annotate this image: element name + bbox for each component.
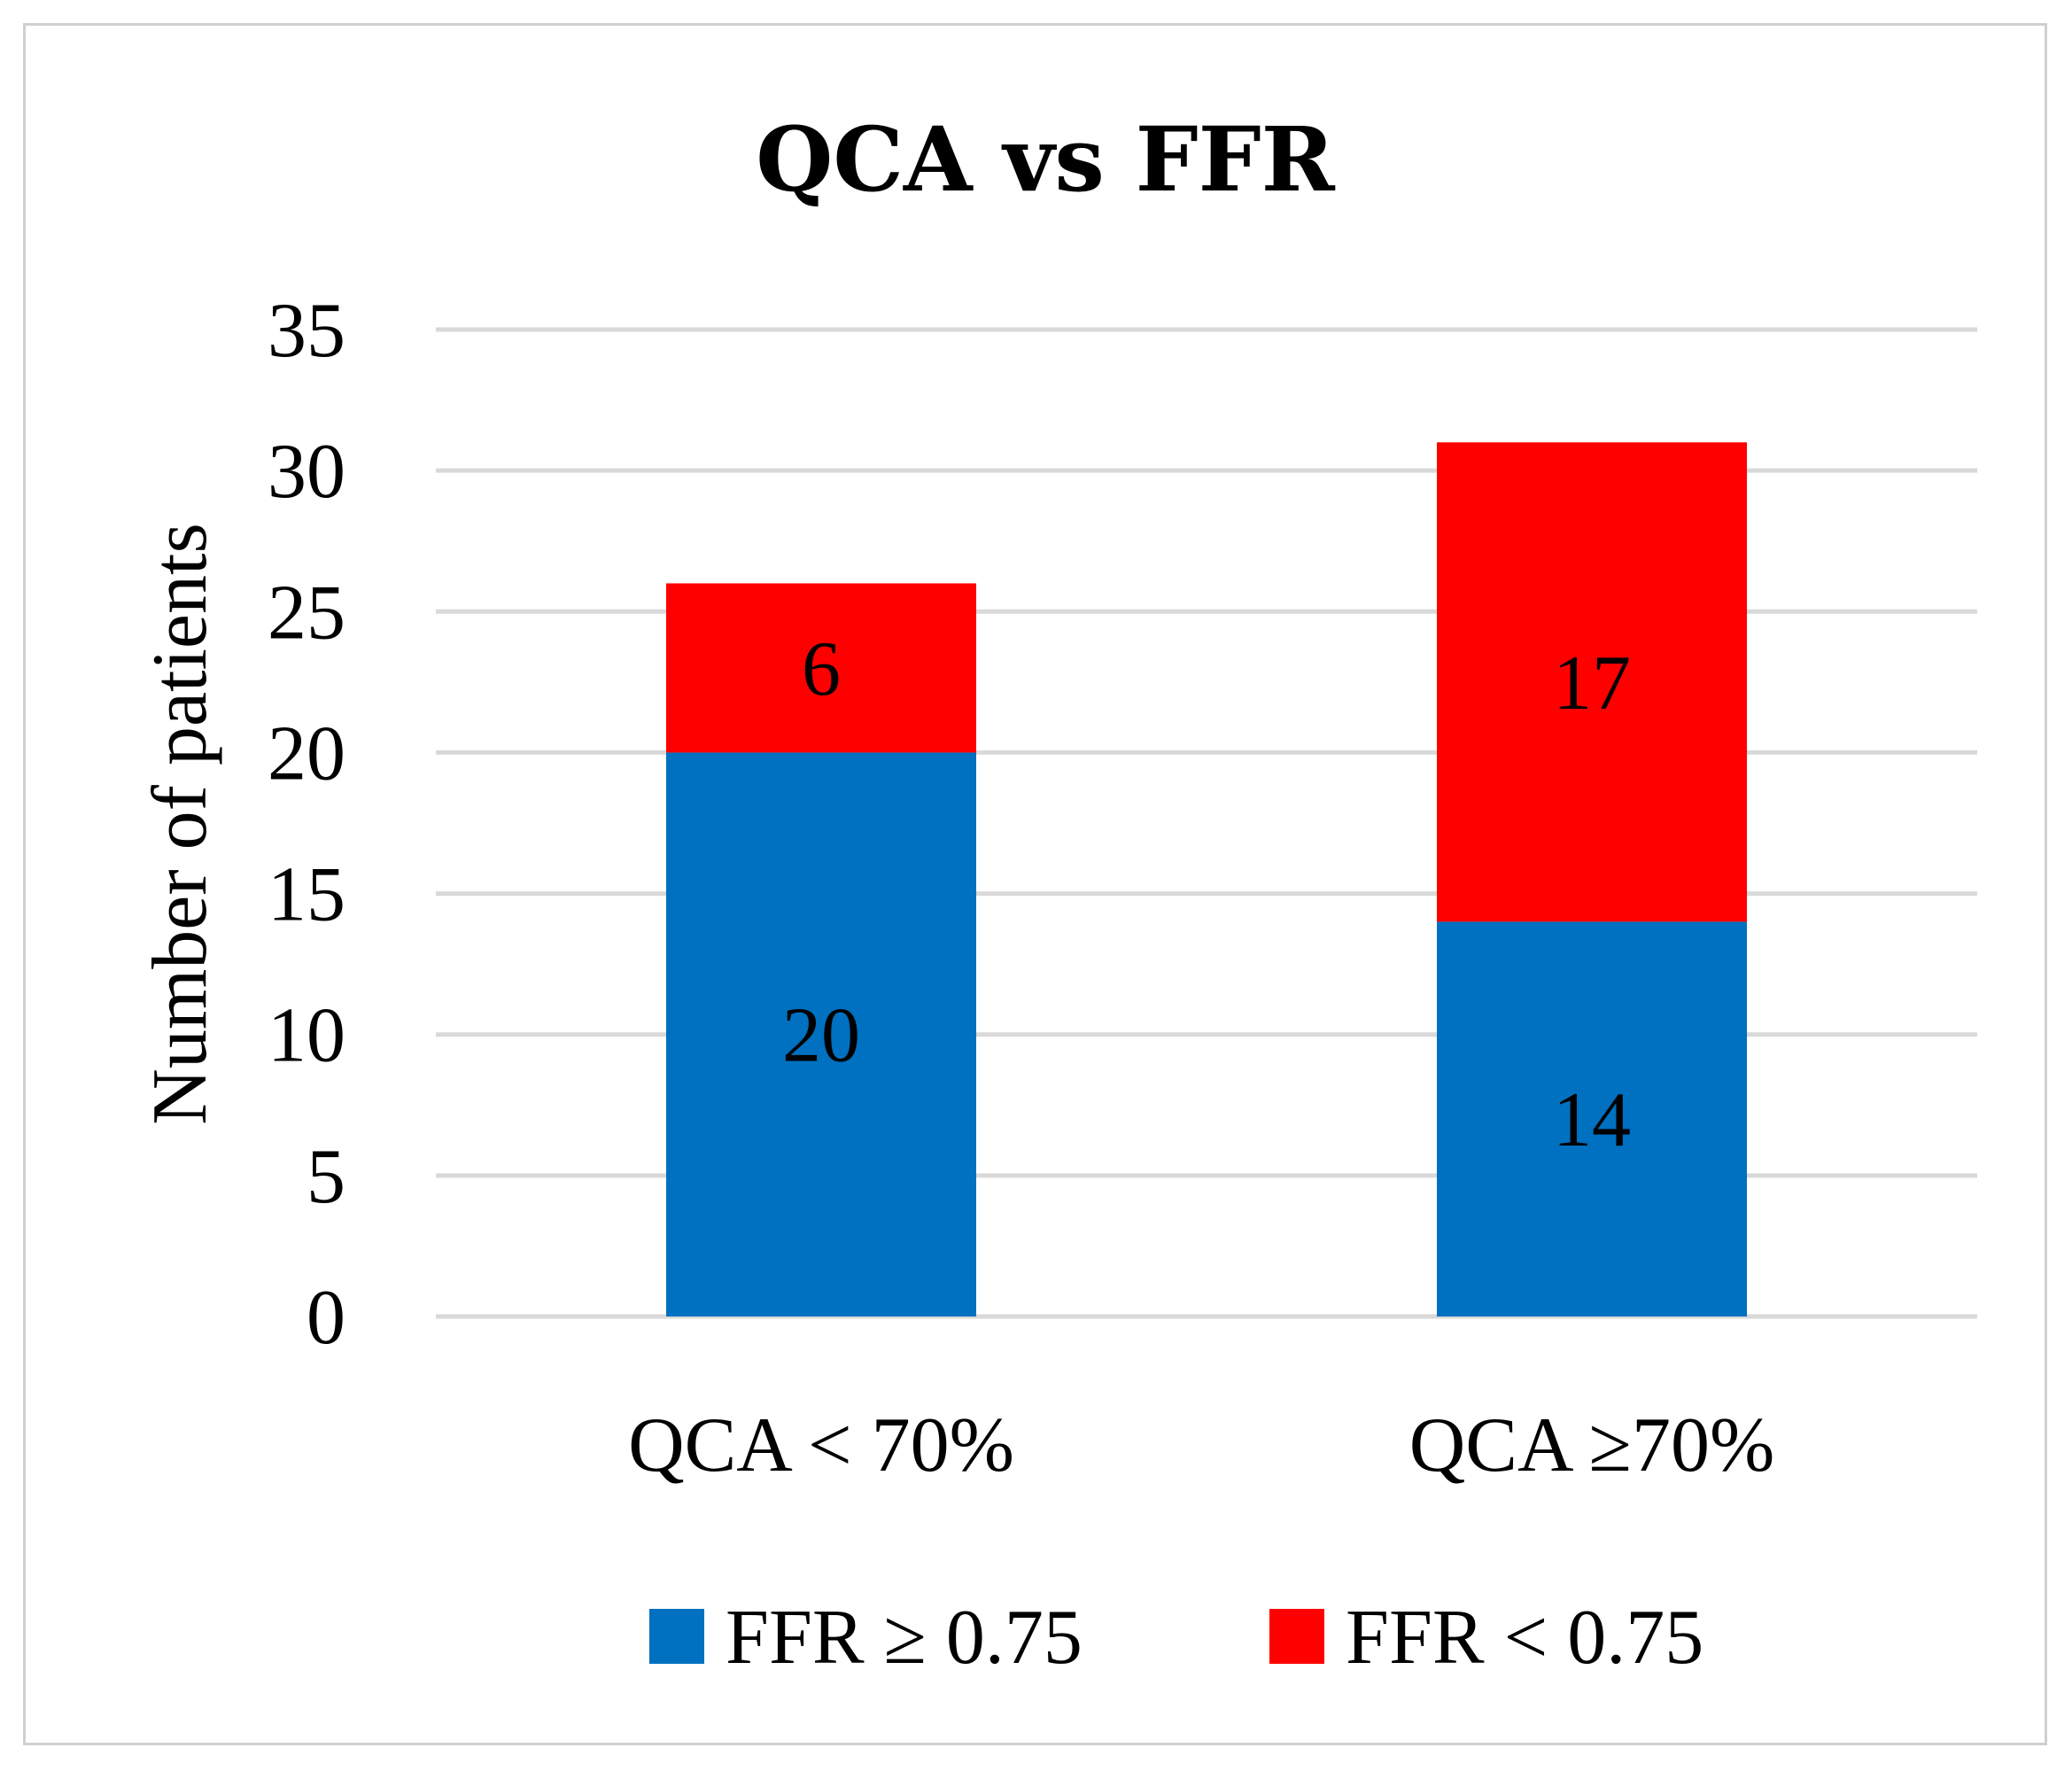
y-tick-label: 5 [307, 1134, 345, 1220]
data-label: 6 [802, 626, 841, 712]
bars: 20 6 14 17 [666, 442, 1747, 1317]
chart-title: QCA vs FFR [756, 107, 1335, 212]
y-tick-label: 20 [268, 711, 345, 796]
y-tick-label: 15 [268, 852, 345, 938]
y-tick-label: 0 [307, 1275, 345, 1361]
bar-segment [1437, 442, 1747, 922]
x-category-label: QCA ≥70% [1409, 1402, 1775, 1488]
data-label: 14 [1553, 1077, 1631, 1163]
bar-segment [666, 752, 976, 1317]
legend-swatch [1269, 1609, 1324, 1664]
x-axis-categories: QCA < 70% QCA ≥70% [628, 1402, 1774, 1488]
legend-label: FFR < 0.75 [1346, 1595, 1703, 1681]
legend: FFR ≥ 0.75 FFR < 0.75 [649, 1595, 1703, 1681]
y-tick-label: 35 [268, 288, 345, 374]
y-tick-label: 10 [268, 993, 345, 1079]
y-axis-ticks: 0 5 10 15 20 25 30 35 [268, 288, 345, 1361]
legend-label: FFR ≥ 0.75 [726, 1595, 1083, 1681]
y-tick-label: 25 [268, 570, 345, 656]
y-axis-label: Number of patients [137, 523, 223, 1124]
data-label: 20 [782, 993, 860, 1079]
y-tick-label: 30 [268, 429, 345, 515]
legend-swatch [649, 1609, 704, 1664]
bar-segment [666, 583, 976, 753]
x-category-label: QCA < 70% [628, 1402, 1014, 1488]
bar-segment [1437, 921, 1747, 1317]
data-label: 17 [1553, 641, 1631, 726]
